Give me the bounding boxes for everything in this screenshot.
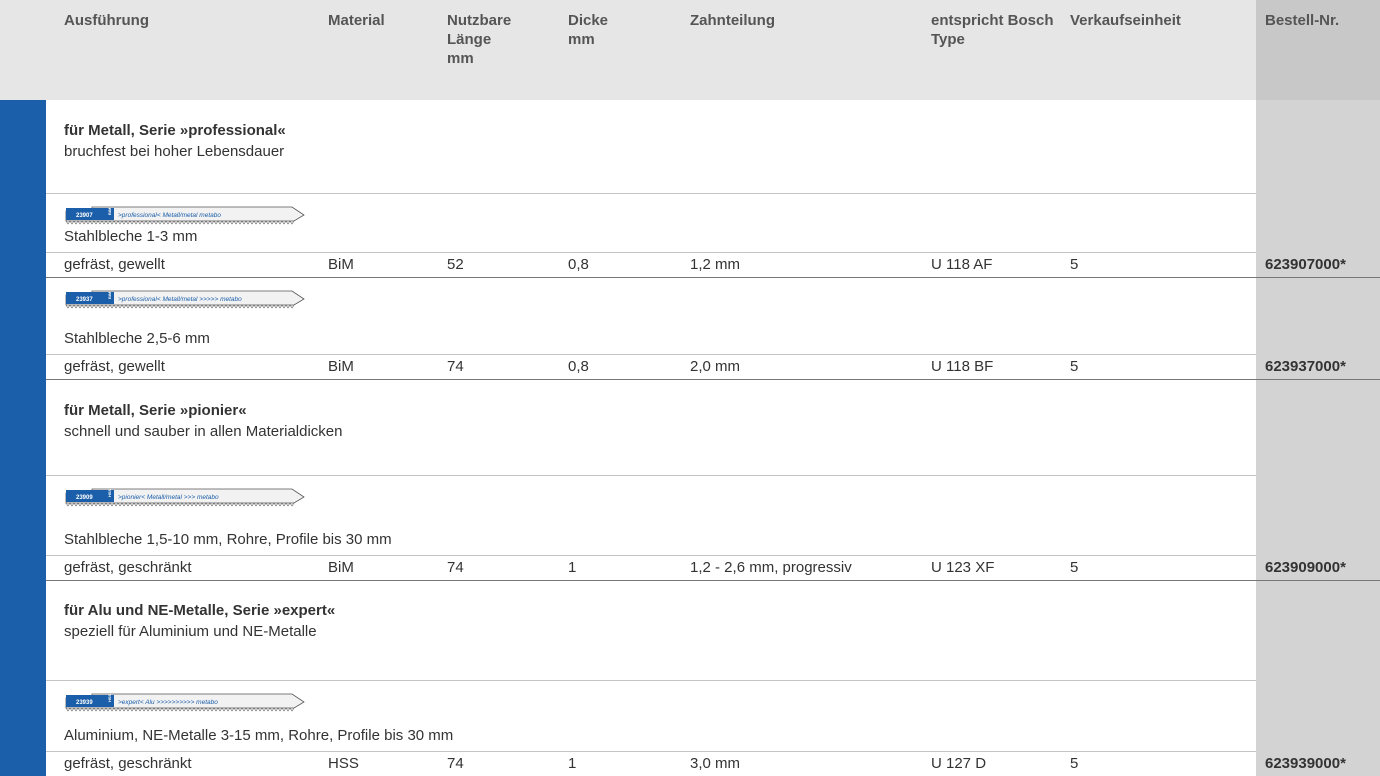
blade-material: BiM [107, 207, 112, 215]
application-text: Aluminium, NE-Metalle 3-15 mm, Rohre, Pr… [64, 727, 454, 744]
header-bg [0, 0, 1380, 100]
order-column-bg [1256, 100, 1380, 776]
group-subtitle: bruchfest bei hoher Lebensdauer [64, 143, 285, 160]
divider [46, 680, 1256, 681]
row-line-top [46, 354, 1256, 355]
row-cell: U 118 AF [931, 256, 993, 273]
blade-code: 23937 [76, 297, 93, 303]
blade-image: 23937 BiM >professional< Metall/metal >>>>… [65, 290, 305, 309]
row-cell: 3,0 mm [690, 755, 741, 772]
header-cell: Material [328, 12, 385, 29]
divider [46, 475, 1256, 476]
blade-label-bg [66, 695, 114, 707]
row-cell: HSS [328, 755, 359, 772]
blade-image: 23909 HSS >pionier< Metall/metal >>> metab… [65, 488, 305, 507]
row-line-bottom [46, 580, 1380, 581]
order-header-bg [1256, 0, 1380, 100]
blade-label: >professional< Metall/metal metabo [118, 212, 221, 219]
application-text: Stahlbleche 2,5-6 mm [64, 330, 210, 347]
group-title: für Metall, Serie »professional« [64, 122, 286, 139]
header-cell: Dicke [568, 12, 609, 29]
blade-label-bg [66, 292, 114, 304]
row-cell: 5 [1070, 559, 1079, 576]
header-cell: Verkaufseinheit [1070, 12, 1181, 29]
blade-label: >expert< Alu >>>>>>>>>> metabo [118, 699, 218, 706]
row-cell: 2,0 mm [690, 358, 741, 375]
blade-label: >pionier< Metall/metal >>> metabo [118, 494, 219, 501]
blade-label-bg [66, 490, 114, 502]
row-cell: 74 [447, 358, 464, 375]
header-cell: Nutzbare [447, 12, 512, 29]
row-cell: 0,8 [568, 358, 589, 375]
header-cell: Zahnteilung [690, 12, 775, 29]
header-cell: Type [931, 31, 965, 48]
blade-image: 23939 HSS >expert< Alu >>>>>>>>>> metabo [65, 693, 305, 712]
row-cell: 1 [568, 755, 577, 772]
blade-label: >professional< Metall/metal >>>>> metabo [118, 296, 242, 303]
header-cell: entspricht Bosch [931, 12, 1054, 29]
application-text: Stahlbleche 1-3 mm [64, 228, 198, 245]
blade-material: BiM [107, 291, 112, 299]
group-title: für Alu und NE-Metalle, Serie »expert« [64, 602, 336, 619]
row-cell: 74 [447, 755, 464, 772]
row-cell: 623937000* [1265, 358, 1346, 375]
blade-code: 23909 [76, 495, 93, 501]
row-cell: 1 [568, 559, 577, 576]
blade-teeth [65, 220, 295, 225]
row-cell: BiM [328, 358, 354, 375]
group-subtitle: schnell und sauber in allen Materialdick… [64, 423, 343, 440]
row-cell: U 123 XF [931, 559, 995, 576]
row-cell: 623909000* [1265, 559, 1346, 576]
application-text: Stahlbleche 1,5-10 mm, Rohre, Profile bi… [64, 531, 392, 548]
row-line-bottom [46, 379, 1380, 380]
row-line-top [46, 555, 1256, 556]
row-cell: 5 [1070, 755, 1079, 772]
row-cell: 1,2 - 2,6 mm, progressiv [690, 559, 852, 576]
blade-teeth [65, 304, 295, 309]
row-cell: gefräst, geschränkt [64, 755, 192, 772]
row-cell: BiM [328, 256, 354, 273]
row-cell: gefräst, gewellt [64, 358, 165, 375]
row-cell: 52 [447, 256, 464, 273]
blade-teeth [65, 707, 295, 712]
divider [46, 193, 1256, 194]
header-cell: Ausführung [64, 12, 149, 29]
blade-code: 23939 [76, 700, 93, 706]
group-subtitle: speziell für Aluminium und NE-Metalle [64, 623, 317, 640]
row-cell: gefräst, gewellt [64, 256, 165, 273]
row-cell: 5 [1070, 358, 1079, 375]
row-cell: BiM [328, 559, 354, 576]
header-cell: Länge [447, 31, 492, 48]
row-cell: 74 [447, 559, 464, 576]
blade-material: HSS [107, 693, 112, 702]
header-cell: mm [447, 50, 474, 67]
row-cell: 1,2 mm [690, 256, 741, 273]
group-title: für Metall, Serie »pionier« [64, 402, 247, 419]
row-cell: gefräst, geschränkt [64, 559, 192, 576]
blade-image: 23907 BiM >professional< Metall/metal meta… [65, 206, 305, 225]
row-line-bottom [46, 277, 1380, 278]
header-cell: mm [568, 31, 595, 48]
row-cell: 623939000* [1265, 755, 1346, 772]
row-cell: 5 [1070, 256, 1079, 273]
row-line-top [46, 751, 1256, 752]
blade-teeth [65, 502, 295, 507]
row-cell: 623907000* [1265, 256, 1346, 273]
header-cell: Bestell-Nr. [1265, 12, 1340, 29]
blade-code: 23907 [76, 213, 93, 219]
row-cell: U 127 D [931, 755, 987, 772]
blade-material: HSS [107, 488, 112, 497]
blade-label-bg [66, 208, 114, 220]
row-line-top [46, 252, 1256, 253]
accent-bar [0, 100, 46, 776]
row-cell: U 118 BF [931, 358, 994, 375]
row-cell: 0,8 [568, 256, 589, 273]
